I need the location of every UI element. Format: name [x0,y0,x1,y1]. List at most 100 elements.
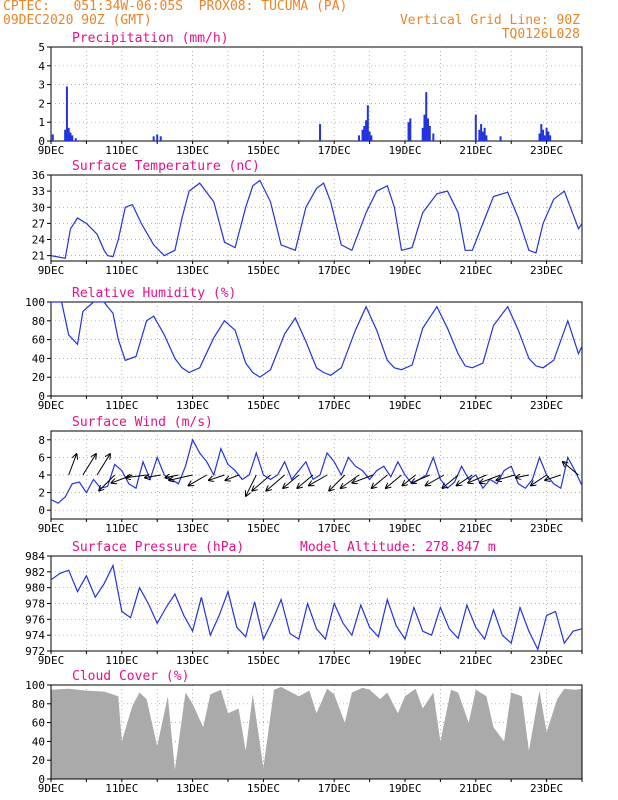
series-line [51,301,583,378]
x-tick-label: 15DEC [247,522,280,535]
y-tick-label: 27 [32,217,45,230]
precip-bar [365,120,368,141]
x-tick-label: 15DEC [247,654,280,667]
y-tick-label: 40 [32,735,45,748]
y-tick-label: 974 [25,629,45,642]
x-tick-label: 23DEC [530,522,563,535]
precip-bar [71,135,74,141]
header-line1: CPTEC: 051:34W-06:05S PROX08: TUCUMA (PA… [3,0,348,14]
x-tick-label: 21DEC [459,144,492,157]
panel-frame [50,46,583,142]
y-tick-label: 6 [38,451,45,464]
panel-title: Relative Humidity (%) [72,286,236,301]
precip-bar [152,136,155,141]
y-tick-label: 100 [25,679,45,692]
precip-bar [51,134,54,141]
panel-frame [50,684,583,780]
y-tick-label: 60 [32,334,45,347]
y-tick-label: 20 [32,754,45,767]
y-tick-label: 982 [25,566,45,579]
precip-bar [549,135,552,141]
x-tick-label: 21DEC [459,399,492,412]
wind-arrow [412,474,430,483]
wind-arrow [516,475,529,478]
cloud-area [51,686,582,779]
x-tick-label: 15DEC [247,264,280,277]
panel-title: Surface Temperature (nC) [72,159,260,174]
precip-bar [499,136,502,141]
y-tick-label: 40 [32,352,45,365]
x-tick-label: 9DEC [38,782,65,795]
precip-bar [427,118,430,141]
precip-bar [74,138,77,141]
x-tick-label: 19DEC [388,144,421,157]
x-tick-label: 11DEC [105,144,138,157]
y-tick-label: 2 [38,487,45,500]
wind-arrow [99,474,116,491]
x-tick-label: 17DEC [318,654,351,667]
x-tick-label: 23DEC [530,654,563,667]
wind-arrow [283,474,300,488]
precip-bar [156,134,159,141]
x-tick-label: 23DEC [530,782,563,795]
y-tick-label: 5 [38,41,45,54]
y-tick-label: 984 [25,550,45,563]
wind-arrow [457,474,473,485]
precip-bar [69,132,72,141]
precip-bar [423,114,426,141]
y-tick-label: 100 [25,296,45,309]
x-tick-label: 15DEC [247,782,280,795]
panel-title: Cloud Cover (%) [72,669,189,684]
wind-arrow [329,474,346,491]
x-tick-label: 21DEC [459,654,492,667]
wind-arrow [226,474,239,480]
y-tick-label: 978 [25,598,45,611]
wind-arrow [443,474,459,488]
wind-arrow [252,474,271,491]
panel-title: Precipitation (mm/h) [72,31,229,46]
x-tick-label: 21DEC [459,264,492,277]
header-date: 09DEC2020 90Z (GMT) [3,13,152,28]
x-tick-label: 17DEC [318,144,351,157]
wind-arrow [82,454,96,476]
model-altitude: Model Altitude: 278.847 m [300,540,496,555]
wind-arrow [341,474,360,488]
wind-arrow [145,475,161,478]
series-line [50,563,583,652]
panel-2 [47,301,583,399]
header-code: TQ0126L028 [501,27,580,42]
header-grid-note: Vertical Grid Line: 90Z [399,13,580,28]
x-tick-label: 19DEC [388,264,421,277]
y-tick-label: 2 [38,97,45,110]
x-tick-label: 15DEC [247,399,280,412]
x-tick-label: 13DEC [176,522,209,535]
x-tick-label: 15DEC [247,144,280,157]
x-tick-label: 9DEC [38,264,65,277]
precip-bar [485,135,488,141]
precip-bar [370,135,373,141]
precip-bar [407,122,410,141]
precip-bar [478,129,481,141]
x-tick-label: 11DEC [105,264,138,277]
wind-arrow [386,474,402,488]
precip-bar [65,86,68,141]
panel-frame [50,301,583,397]
y-tick-label: 3 [38,79,45,92]
x-tick-label: 9DEC [38,522,65,535]
precip-bar [366,105,369,141]
panel-frame [50,174,583,262]
wind-arrow [112,474,133,483]
y-tick-label: 980 [25,582,45,595]
x-tick-label: 13DEC [176,264,209,277]
precip-bar [357,135,360,141]
x-tick-label: 11DEC [105,522,138,535]
wind-arrow [468,474,487,483]
precip-bar [361,129,364,141]
x-tick-label: 19DEC [388,522,421,535]
panel-0 [47,46,583,144]
wind-arrow [126,475,147,478]
x-tick-label: 19DEC [388,654,421,667]
x-tick-label: 17DEC [318,399,351,412]
precip-bar [542,129,545,141]
